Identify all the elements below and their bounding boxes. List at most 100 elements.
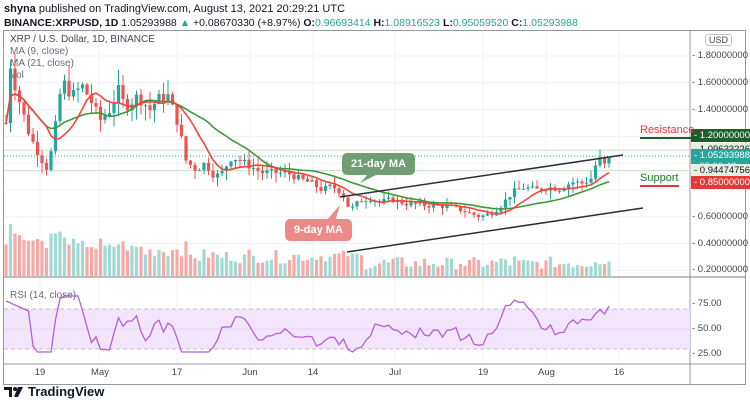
candle-body <box>557 190 562 192</box>
candle-body <box>512 188 517 198</box>
volume-bar <box>598 264 602 276</box>
volume-bar <box>49 233 53 276</box>
candle-body <box>319 187 323 192</box>
volume-bar <box>157 250 161 276</box>
candle-body <box>571 182 575 185</box>
price-tick-label: - 0.20000000 <box>692 264 748 276</box>
chart-frame[interactable] <box>3 30 746 385</box>
time-tick-label: 19 <box>34 367 46 378</box>
volume-bar <box>256 262 260 276</box>
legend-rsi[interactable]: RSI (14, close) <box>10 290 77 301</box>
time-tick-label: 19 <box>477 367 489 378</box>
candle-body <box>103 115 107 120</box>
volume-bar <box>562 263 566 276</box>
change: +0.08670330 (+8.97%) <box>193 17 301 29</box>
volume-bar <box>395 257 400 276</box>
legend-vol[interactable]: Vol <box>10 70 24 81</box>
volume-bar <box>197 260 202 276</box>
volume-bar <box>247 249 251 276</box>
volume-bar <box>40 240 44 276</box>
candle-body <box>112 102 116 114</box>
volume-bar <box>445 257 449 276</box>
volume-bar <box>593 262 598 276</box>
candle-body <box>287 171 292 175</box>
time-tick-label: May <box>91 367 109 378</box>
volume-bar <box>580 266 584 276</box>
candle-body <box>125 99 130 111</box>
volume-bar <box>368 268 373 276</box>
price-badge: - 0.85000000 <box>691 176 750 190</box>
volume-bar <box>8 223 13 276</box>
currency-button[interactable]: USD <box>705 34 733 46</box>
volume-bar <box>413 261 418 276</box>
candle-body <box>463 211 467 213</box>
candle-body <box>148 105 152 111</box>
candle-body <box>85 84 89 95</box>
candle-body <box>53 121 58 152</box>
time-tick-label: 14 <box>307 367 319 378</box>
candle-body <box>341 193 346 198</box>
candle-body <box>544 190 548 192</box>
volume-bar <box>589 266 593 276</box>
time-tick-label: Aug <box>538 367 555 378</box>
volume-bar <box>143 254 148 276</box>
candle-body <box>409 202 413 206</box>
candle-body <box>157 93 161 104</box>
volume-bar <box>422 258 427 276</box>
volume-bar <box>364 269 368 276</box>
candle-body <box>413 202 418 204</box>
candle-body <box>499 207 503 212</box>
volume-bar <box>125 250 130 276</box>
volume-bar <box>490 260 494 276</box>
candle-body <box>593 165 598 179</box>
candle-body <box>526 187 530 189</box>
volume-bar <box>130 245 134 276</box>
volume-bar <box>107 244 112 276</box>
candle-body <box>116 84 121 103</box>
candle-body <box>31 134 35 142</box>
candle-body <box>211 170 215 178</box>
candle-body <box>143 105 148 107</box>
price-tick-label: - 1.80000000 <box>692 50 748 61</box>
volume-bar <box>17 235 22 276</box>
legend-ma9[interactable]: MA (9, close) <box>10 46 69 57</box>
candle-body <box>107 113 112 116</box>
candle-body <box>206 162 211 171</box>
candle-body <box>332 184 337 189</box>
candle-body <box>265 170 269 174</box>
volume-bar <box>116 244 121 276</box>
candle-body <box>283 171 287 173</box>
candle-body <box>139 94 143 106</box>
volume-bar <box>134 246 139 276</box>
volume-bar <box>517 260 521 276</box>
candle-body <box>161 93 166 102</box>
volume-bar <box>431 264 436 276</box>
volume-bar <box>13 233 17 276</box>
candle-body <box>251 168 256 170</box>
legend-ma21[interactable]: MA (21, close) <box>10 58 74 69</box>
volume-bar <box>499 258 503 276</box>
candle-body <box>337 188 341 194</box>
volume-bar <box>85 247 89 276</box>
volume-bar <box>359 255 364 276</box>
candle-body <box>539 188 544 191</box>
candle-body <box>269 168 274 171</box>
tradingview-logo: TradingView <box>4 384 104 399</box>
volume-bar <box>319 256 323 276</box>
candle-body <box>404 203 409 206</box>
candle-body <box>314 180 319 188</box>
candle-body <box>224 166 229 171</box>
volume-bar <box>206 257 211 276</box>
volume-bar <box>238 263 242 276</box>
candle-body <box>575 181 580 183</box>
volume-bar <box>337 253 341 276</box>
high-value: 1.08916523 <box>384 17 441 29</box>
low-value: 0.95059520 <box>452 17 509 29</box>
price-badge: - 1.20000000 <box>691 129 750 143</box>
volume-bar <box>476 259 481 276</box>
candle-body <box>490 213 494 216</box>
candle-body <box>13 68 17 91</box>
volume-bar <box>467 259 472 276</box>
candle-body <box>80 84 85 89</box>
